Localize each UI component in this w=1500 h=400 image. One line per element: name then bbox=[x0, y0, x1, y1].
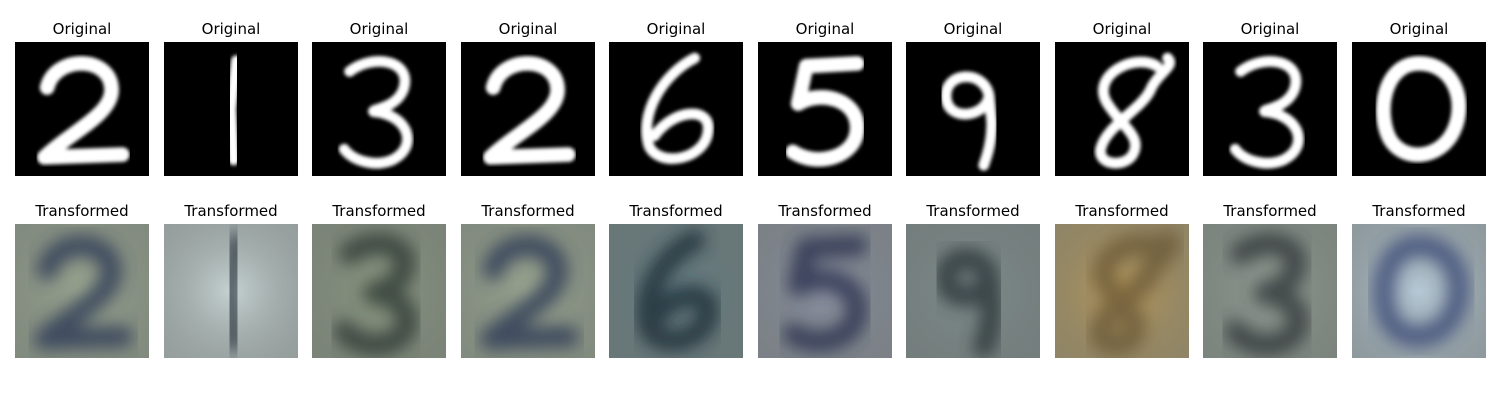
transformed-title: Transformed bbox=[332, 202, 426, 220]
transformed-image bbox=[1203, 224, 1337, 358]
original-title: Original bbox=[795, 20, 855, 38]
original-digit-image bbox=[164, 42, 298, 176]
original-digit-image bbox=[312, 42, 446, 176]
transformed-image bbox=[164, 224, 298, 358]
transformed-title: Transformed bbox=[35, 202, 129, 220]
transformed-title: Transformed bbox=[1223, 202, 1317, 220]
transformed-title: Transformed bbox=[629, 202, 723, 220]
original-digit-image bbox=[15, 42, 149, 176]
transformed-title: Transformed bbox=[1075, 202, 1169, 220]
original-digit-image bbox=[1352, 42, 1486, 176]
original-digit-image bbox=[461, 42, 595, 176]
transformed-title: Transformed bbox=[1372, 202, 1466, 220]
transformed-image bbox=[906, 224, 1040, 358]
transformed-title: Transformed bbox=[184, 202, 278, 220]
original-title: Original bbox=[349, 20, 409, 38]
original-digit-image bbox=[1055, 42, 1189, 176]
original-digit-image bbox=[609, 42, 743, 176]
original-digit-image bbox=[758, 42, 892, 176]
original-title: Original bbox=[1092, 20, 1152, 38]
original-title: Original bbox=[201, 20, 261, 38]
transformed-image bbox=[1352, 224, 1486, 358]
original-title: Original bbox=[52, 20, 112, 38]
transformed-image bbox=[461, 224, 595, 358]
transformed-image bbox=[758, 224, 892, 358]
original-digit-image bbox=[1203, 42, 1337, 176]
original-title: Original bbox=[646, 20, 706, 38]
transformed-image bbox=[1055, 224, 1189, 358]
transformed-title: Transformed bbox=[481, 202, 575, 220]
transformed-image bbox=[15, 224, 149, 358]
original-title: Original bbox=[1389, 20, 1449, 38]
original-title: Original bbox=[498, 20, 558, 38]
original-title: Original bbox=[943, 20, 1003, 38]
original-digit-image bbox=[906, 42, 1040, 176]
transformed-title: Transformed bbox=[778, 202, 872, 220]
original-title: Original bbox=[1240, 20, 1300, 38]
transformed-image bbox=[609, 224, 743, 358]
transformed-title: Transformed bbox=[926, 202, 1020, 220]
transformed-image bbox=[312, 224, 446, 358]
